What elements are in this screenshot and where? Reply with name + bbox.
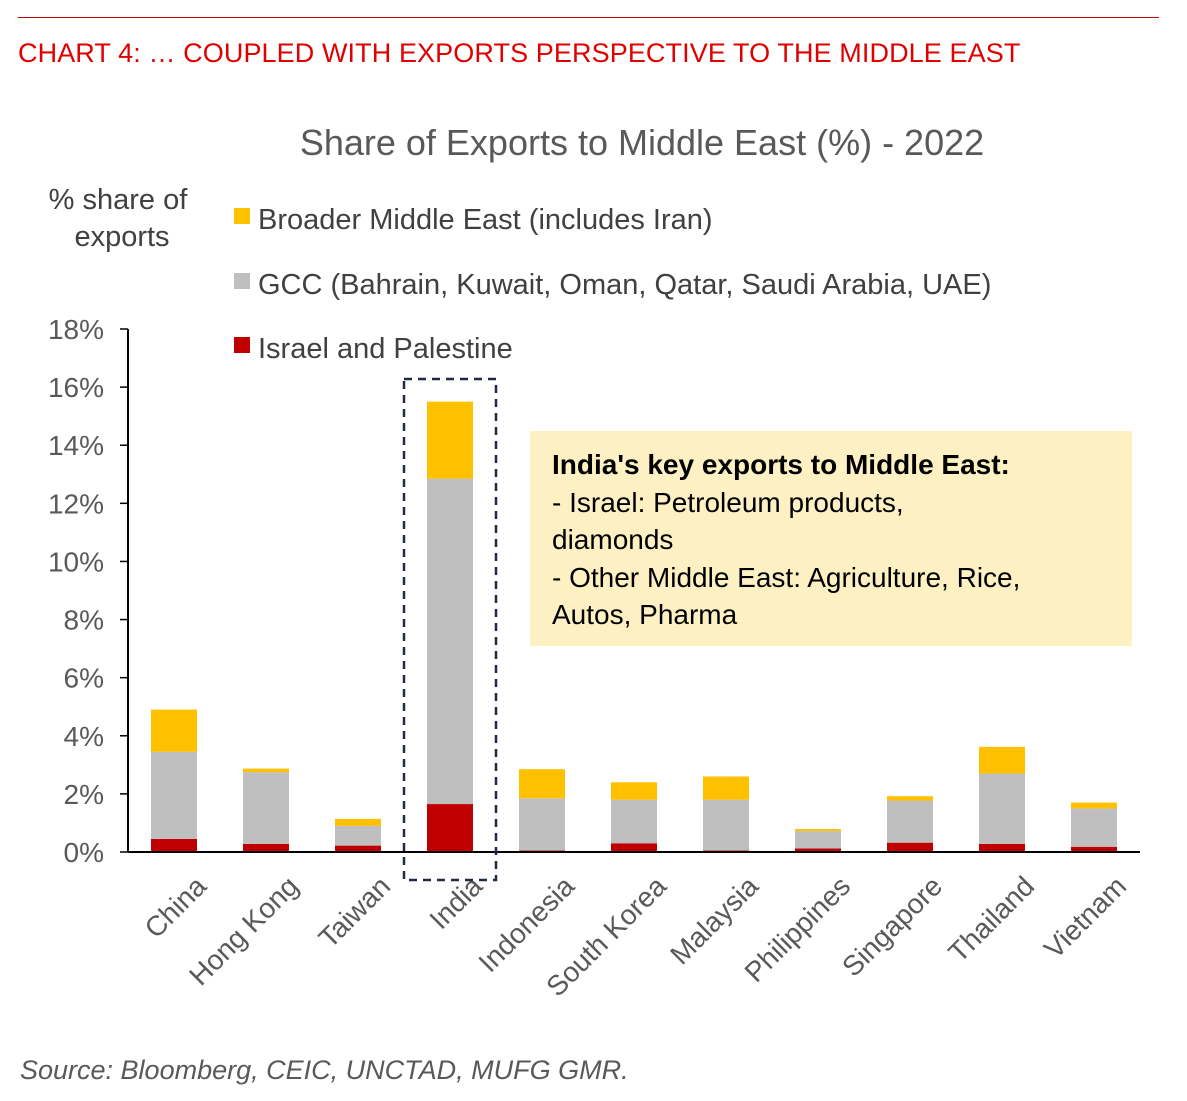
legend-swatch (234, 337, 250, 353)
india-highlight-box (402, 377, 498, 882)
bar-segment-indonesia-2 (519, 769, 565, 799)
bar-segment-vietnam-0 (1071, 846, 1117, 852)
bar-segment-hong-kong-0 (243, 843, 289, 852)
annotation-line-4: Autos, Pharma (552, 599, 738, 630)
india-exports-annotation: India's key exports to Middle East: - Is… (530, 431, 1132, 646)
y-tick-label: 18% (48, 314, 104, 345)
bar-segment-philippines-1 (795, 831, 841, 849)
chart-legend: Broader Middle East (includes Iran) GCC (… (234, 204, 991, 365)
chart-header: CHART 4: … COUPLED WITH EXPORTS PERSPECT… (18, 38, 1021, 68)
annotation-line-1: - Israel: Petroleum products, (552, 486, 904, 518)
bar-segment-malaysia-1 (703, 799, 749, 851)
annotation-heading: India's key exports to Middle East: (552, 449, 1010, 480)
source-note: Source: Bloomberg, CEIC, UNCTAD, MUFG GM… (20, 1055, 629, 1085)
y-tick-label: 4% (64, 721, 104, 752)
bar-segment-philippines-0 (795, 848, 841, 852)
y-axis-label: % share of exports (49, 184, 196, 253)
bar-segment-china-1 (151, 751, 197, 839)
bar-segment-india-2 (427, 401, 473, 479)
x-category-label: China (139, 870, 213, 944)
y-axis-label-line-1: % share of (49, 184, 189, 216)
bar-segment-singapore-0 (887, 842, 933, 852)
y-tick-label: 16% (48, 372, 104, 403)
legend-label: Broader Middle East (includes Iran) (258, 204, 713, 236)
y-tick-label: 2% (64, 779, 104, 810)
bar-segment-taiwan-2 (335, 818, 381, 826)
bar-segment-singapore-1 (887, 800, 933, 843)
y-tick-label: 8% (64, 605, 104, 636)
bar-segment-india-0 (427, 804, 473, 852)
header-rule (18, 17, 1159, 18)
bar-segment-vietnam-2 (1071, 802, 1117, 809)
x-category-label: Singapore (836, 870, 948, 982)
y-tick-label: 6% (64, 663, 104, 694)
bar-segment-india-1 (427, 478, 473, 805)
chart-title: Share of Exports to Middle East (%) - 20… (300, 122, 984, 163)
bar-segment-china-2 (151, 709, 197, 752)
bar-segment-south-korea-1 (611, 799, 657, 844)
bar-segment-hong-kong-2 (243, 768, 289, 773)
y-tick-label: 0% (64, 837, 104, 868)
bar-segment-south-korea-2 (611, 782, 657, 800)
y-axis-label-line-2: exports (74, 221, 169, 253)
bar-segment-thailand-0 (979, 843, 1025, 852)
bar-segment-vietnam-1 (1071, 808, 1117, 847)
y-tick-label: 14% (48, 430, 104, 461)
legend-label: GCC (Bahrain, Kuwait, Oman, Qatar, Saudi… (258, 269, 991, 301)
x-category-label: Vietnam (1038, 870, 1132, 964)
bar-segment-malaysia-2 (703, 776, 749, 800)
bar-segment-taiwan-1 (335, 825, 381, 846)
bar-segment-hong-kong-1 (243, 772, 289, 844)
bar-segment-south-korea-0 (611, 843, 657, 852)
annotation-line-2: diamonds (552, 524, 674, 555)
legend-label: Israel and Palestine (258, 333, 513, 365)
x-category-label: Thailand (942, 870, 1040, 968)
bar-segment-thailand-2 (979, 746, 1025, 774)
bar-segment-china-0 (151, 838, 197, 852)
bar-segment-singapore-2 (887, 796, 933, 801)
bar-segment-thailand-1 (979, 773, 1025, 844)
bar-segment-taiwan-0 (335, 845, 381, 852)
bar-segment-indonesia-1 (519, 798, 565, 851)
annotation-line-3: - Other Middle East: Agriculture, Rice, (552, 561, 1021, 593)
y-tick-label: 10% (48, 546, 104, 577)
bar-segment-philippines-2 (795, 829, 841, 832)
x-category-label: Taiwan (313, 870, 397, 954)
legend-swatch (234, 273, 250, 289)
legend-swatch (234, 208, 250, 224)
y-tick-label: 12% (48, 488, 104, 519)
